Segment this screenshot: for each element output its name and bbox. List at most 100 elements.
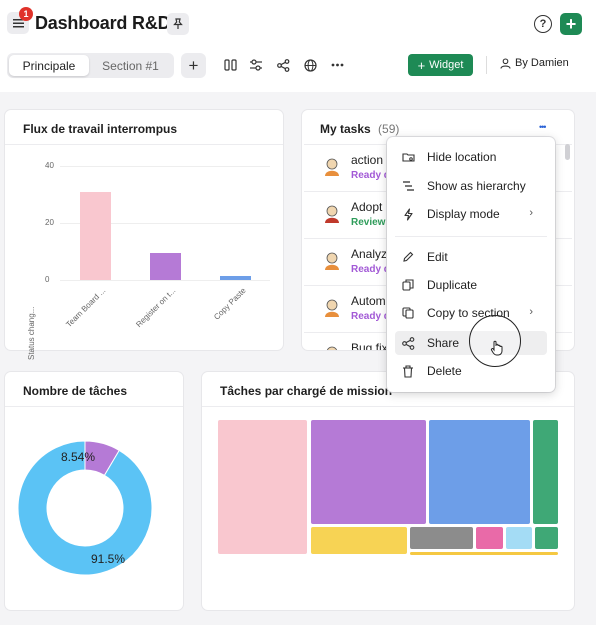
sliders-icon [250,59,262,71]
menu-item-label: Display mode [427,207,500,221]
taches-card: Tâches par chargé de mission [202,372,574,610]
menu-item-duplicate[interactable]: Duplicate [395,273,547,297]
menu-item-hide-location[interactable]: Hide location [395,145,547,169]
trash-icon [401,364,415,378]
avatar-icon [325,158,339,176]
menu-divider [395,236,547,237]
avatar-icon [326,346,338,350]
menu-item-copy-to-section[interactable]: Copy to section › [395,301,547,325]
section-tabs: Principale Section #1 [7,53,174,78]
user-icon [500,57,511,69]
more-options-button[interactable] [328,56,346,74]
owner-filter[interactable]: By Damien [500,57,569,69]
menu-item-label: Edit [427,250,448,264]
tasks-count: (59) [378,122,400,136]
plus-icon: + [417,57,426,73]
tab-principale[interactable]: Principale [9,55,89,76]
bar[interactable] [149,252,181,280]
treemap-tile[interactable] [410,527,473,549]
menu-item-delete[interactable]: Delete [395,359,547,383]
task-name: Automa [351,294,391,308]
treemap-tile[interactable] [218,420,307,554]
treemap-tile[interactable] [311,420,426,524]
pin-icon [173,18,183,29]
nombre-card: Nombre de tâches 8.54% 91.5% [5,372,183,610]
grid-line [60,223,270,224]
treemap-tile[interactable] [506,527,532,549]
treemap-tile[interactable] [311,527,407,554]
task-row[interactable]: action f Ready d [304,144,572,190]
menu-item-label: Show as hierarchy [427,179,526,193]
share-toolbar-button[interactable] [274,56,292,74]
context-menu: Hide location Show as hierarchy Display mo… [387,137,555,392]
treemap-tile[interactable] [533,420,558,524]
copy-icon [401,306,415,320]
page-title: Dashboard R&D [35,13,171,33]
treemap-tile[interactable] [476,527,503,549]
donut-chart [17,440,153,576]
bar[interactable] [219,275,251,280]
y-tick-label: 40 [45,161,54,170]
menu-item-label: Delete [427,364,462,378]
flux-card-divider [5,144,283,145]
help-button[interactable]: ? [534,15,552,33]
add-section-button[interactable]: + [181,53,206,78]
task-name: action f [351,153,390,167]
x-tick-label: Copy Paste [211,286,248,322]
header: 1 Dashboard R&D ? + Principale Section #… [0,0,596,92]
globe-button[interactable] [301,56,319,74]
share-icon [401,336,415,350]
menu-item-show-as-hierarchy[interactable]: Show as hierarchy [395,174,547,198]
treemap-tile[interactable] [535,527,558,549]
flux-card-title: Flux de travail interrompus [23,122,178,136]
hierarchy-icon [401,179,415,193]
treemap-tile[interactable] [429,420,530,524]
menu-item-label: Duplicate [427,278,478,292]
menu-item-label: Hide location [427,150,497,164]
widget-label: Widget [429,59,464,71]
columns-button[interactable] [221,56,239,74]
avatar-icon [325,205,339,223]
pencil-icon [401,250,415,264]
task-status: Ready d [351,264,390,275]
tasks-card-title: My tasks (59) [320,122,399,136]
toolbar-divider [486,56,487,74]
task-name: Adopt a [351,200,391,214]
taches-card-title: Tâches par chargé de mission [220,384,393,398]
pin-button[interactable] [167,13,189,35]
owner-label: By Damien [515,57,569,69]
nombre-card-title: Nombre de tâches [23,384,128,398]
avatar-icon [325,252,339,270]
add-button[interactable]: + [560,13,582,35]
treemap-tile[interactable] [410,552,558,555]
grid-line [60,280,270,281]
donut-slice[interactable] [17,440,153,576]
columns-icon [223,59,237,71]
task-status: Ready d [351,311,390,322]
x-tick-label: Register on t... [134,286,178,330]
taches-card-divider [202,406,574,407]
menu-item-display-mode[interactable]: Display mode › [395,202,547,226]
x-tick-label: Team Board ... [64,286,108,330]
share-icon [276,58,289,72]
task-status: Ready d [351,170,390,181]
tab-section-1[interactable]: Section #1 [102,58,159,73]
more-icon [331,63,343,67]
hide-location-icon [401,150,415,164]
donut-label-large: 91.5% [91,552,126,566]
flux-card: Flux de travail interrompus Status chang… [5,110,283,360]
bar[interactable] [79,191,111,280]
chevron-right-icon: › [529,306,533,318]
lightning-icon [401,207,415,221]
task-name: Analyze [351,247,391,261]
nombre-card-divider [5,406,183,407]
tasks-more-button[interactable]: ••• [539,122,547,132]
notification-badge: 1 [19,7,33,21]
tasks-scrollbar[interactable] [565,144,570,160]
cursor-highlight [469,315,521,367]
filter-button[interactable] [247,56,265,74]
menu-item-edit[interactable]: Edit [395,245,547,269]
add-widget-button[interactable]: + Widget [408,54,473,76]
duplicate-icon [401,278,415,292]
y-tick-label: 20 [45,218,54,227]
